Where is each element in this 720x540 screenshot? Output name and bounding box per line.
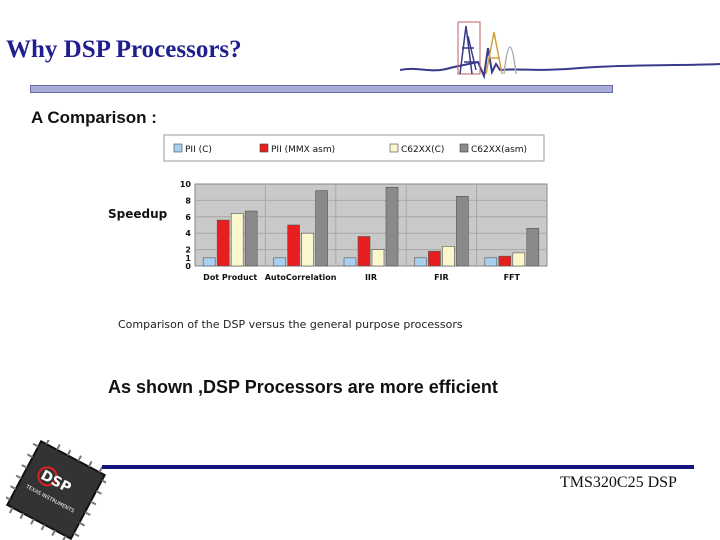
bar — [230, 213, 244, 267]
x-tick-label: Dot Product — [203, 273, 257, 282]
bar — [343, 257, 357, 267]
bar — [216, 219, 230, 267]
bar — [371, 249, 385, 267]
x-tick-label: FFT — [504, 273, 521, 282]
speedup-bar-chart: PII (C) PII (MMX asm) C62XX(C) C62XX(asm) 0… — [108, 134, 548, 331]
y-tick-label: 2 — [185, 246, 191, 255]
legend-label: C62XX(asm) — [471, 145, 527, 155]
x-tick-label: IIR — [365, 273, 377, 282]
title-divider — [30, 85, 613, 93]
bar — [498, 255, 512, 267]
legend-label: PII (C) — [185, 145, 212, 155]
y-tick-label: 0 — [185, 262, 191, 271]
x-axis-labels: Dot Product AutoCorrelation IIR FIR FFT — [203, 273, 520, 282]
bar — [385, 186, 399, 267]
y-tick-label: 1 — [185, 254, 191, 263]
legend: PII (C) PII (MMX asm) C62XX(C) C62XX(asm) — [173, 143, 527, 155]
bar — [442, 246, 455, 267]
waveform-logo-icon — [400, 21, 720, 80]
bar — [301, 232, 314, 267]
conclusion-text: As shown ,DSP Processors are more effici… — [108, 377, 498, 397]
legend-box — [163, 134, 545, 162]
y-tick-label: 8 — [185, 196, 191, 205]
x-tick-label: AutoCorrelation — [265, 273, 337, 282]
chart-caption: Comparison of the DSP versus the general… — [118, 318, 463, 331]
legend-swatch — [259, 143, 269, 153]
y-tick-label: 6 — [185, 213, 191, 222]
x-tick-label: FIR — [434, 273, 449, 282]
y-tick-label: 10 — [180, 180, 192, 189]
bar — [273, 257, 286, 267]
slide-subtitle: A Comparison : — [31, 108, 157, 127]
bar — [357, 236, 371, 267]
bar — [315, 190, 328, 267]
bar — [414, 257, 427, 267]
y-axis-label: Speedup — [108, 207, 168, 221]
bars — [202, 186, 540, 267]
bar — [244, 210, 258, 267]
footer-divider — [102, 465, 694, 469]
dsp-chip-logo: DSP TEXAS INSTRUMENTS — [6, 440, 106, 540]
bar — [202, 257, 216, 267]
footer-text: TMS320C25 DSP — [560, 474, 677, 491]
slide-title: Why DSP Processors? — [6, 36, 242, 63]
legend-swatch — [173, 143, 183, 153]
legend-label: PII (MMX asm) — [271, 145, 335, 155]
bar — [526, 227, 540, 267]
bar — [484, 257, 498, 267]
bar — [512, 252, 526, 267]
y-tick-label: 4 — [185, 229, 191, 238]
bar — [287, 224, 300, 267]
y-axis-ticks: 012 4 6 8 10 — [180, 180, 192, 271]
legend-swatch — [389, 143, 399, 153]
bar — [456, 196, 469, 267]
legend-label: C62XX(C) — [401, 145, 444, 155]
bar — [428, 250, 441, 267]
legend-swatch — [459, 143, 469, 153]
